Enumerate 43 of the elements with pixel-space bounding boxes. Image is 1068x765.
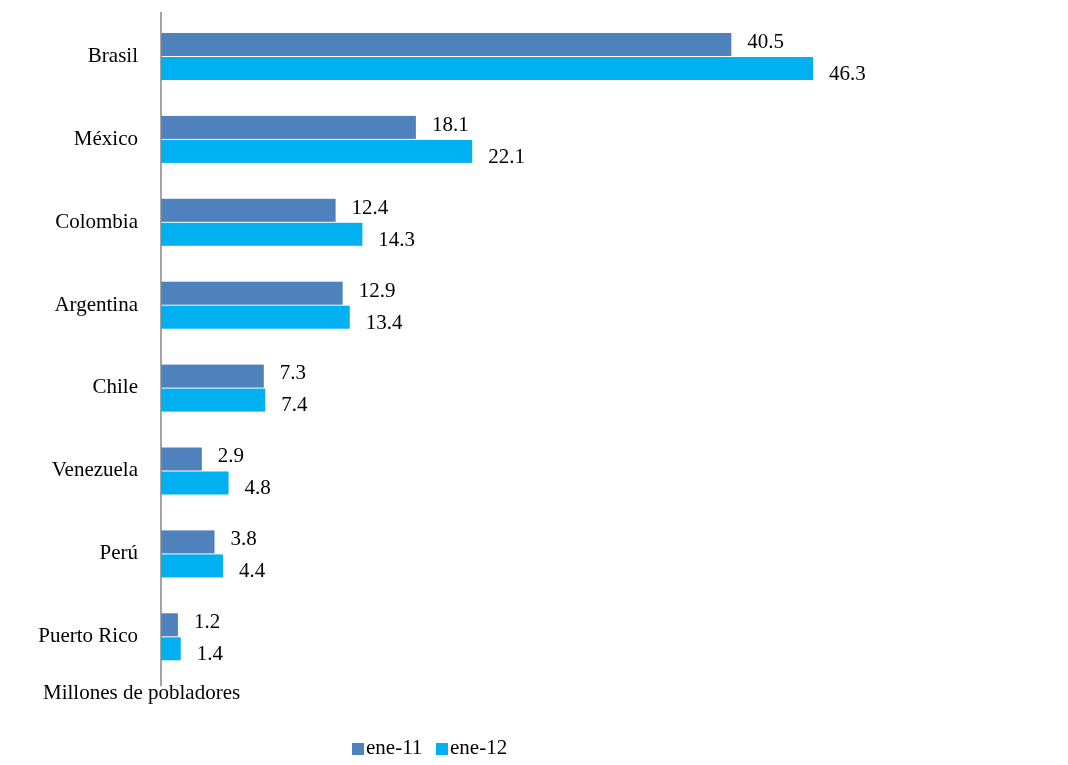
data-label: 3.8 [230,526,257,551]
bar [161,139,473,163]
bar [161,471,229,495]
data-label: 1.2 [193,609,221,634]
data-label: 4.8 [244,475,271,500]
data-label: 18.1 [431,111,469,136]
data-label: 12.4 [351,194,389,219]
bar [161,115,416,139]
data-label: 4.4 [238,558,266,583]
bar [161,57,813,80]
bar [161,554,223,578]
legend-label: ene-12 [450,734,508,759]
bar [161,388,266,412]
bar [161,447,202,471]
bar [161,33,732,56]
data-label: 2.9 [217,443,245,468]
bar [161,281,343,305]
legend-label: ene-11 [366,734,423,759]
data-label: 1.4 [196,641,224,666]
bar [161,530,215,554]
y-tick-label: Argentina [54,291,139,316]
data-label: 46.3 [829,60,866,85]
data-label: 14.3 [378,226,416,251]
bar [161,305,350,329]
data-label: 22.1 [488,143,525,168]
y-tick-label: Venezuela [51,457,139,482]
y-tick-label: Colombia [55,208,139,233]
data-label: 7.3 [279,360,307,385]
y-tick-label: México [73,125,138,150]
bar [161,198,336,222]
bar [161,222,363,246]
y-tick-label: Perú [99,540,139,565]
data-label: 12.9 [358,277,396,302]
bar [161,613,178,637]
y-tick-label: Puerto Rico [38,623,138,648]
bar [161,364,264,388]
y-tick-label: Brasil [87,42,139,67]
data-label: 40.5 [747,28,785,53]
data-label: 7.4 [281,392,308,417]
y-tick-label: Chile [92,374,138,399]
bar [161,637,181,661]
data-label: 13.4 [365,309,403,334]
x-axis-title: Millones de pobladores [43,679,241,704]
